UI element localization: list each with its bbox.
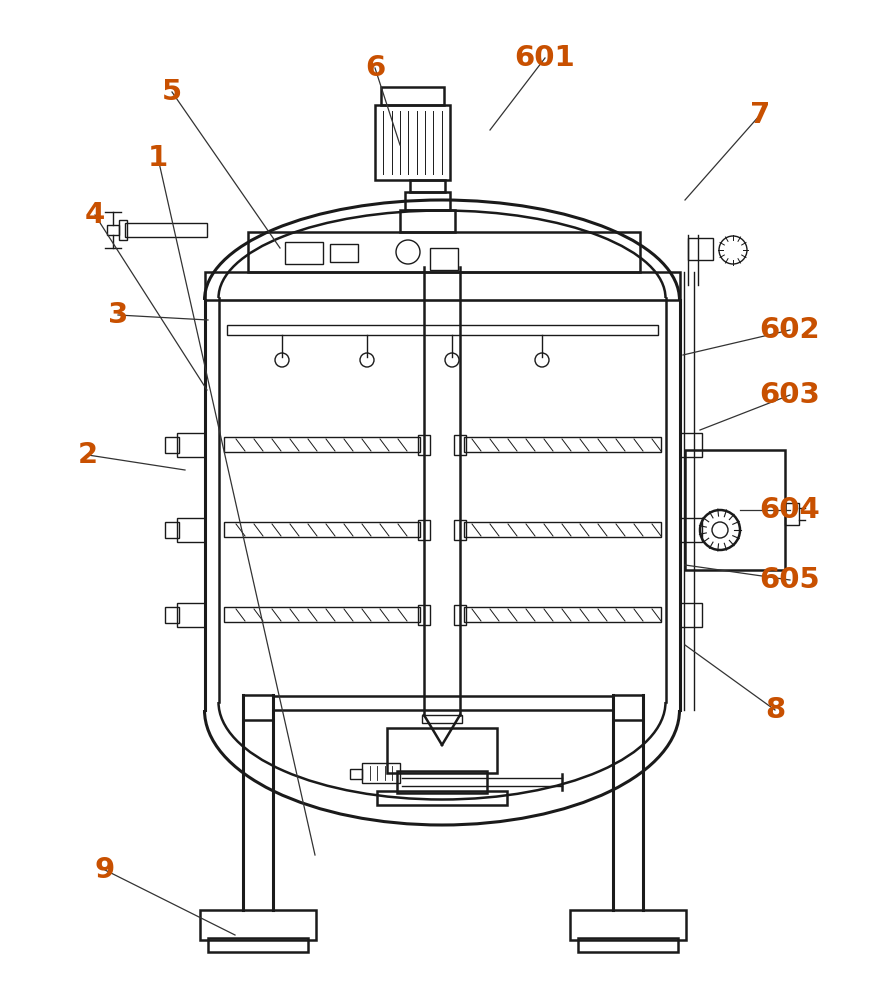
Bar: [224, 607, 420, 622]
Bar: [273, 696, 613, 710]
Bar: [119, 220, 127, 240]
Bar: [224, 437, 420, 452]
Bar: [422, 715, 462, 723]
Bar: [418, 520, 430, 540]
Text: 8: 8: [765, 696, 785, 724]
Bar: [200, 910, 316, 940]
Bar: [400, 210, 455, 232]
Text: 604: 604: [759, 496, 820, 524]
Bar: [362, 763, 400, 783]
Text: 602: 602: [759, 316, 820, 344]
Bar: [685, 450, 785, 570]
Bar: [418, 605, 430, 625]
Text: 4: 4: [85, 201, 105, 229]
Bar: [397, 771, 487, 793]
Bar: [405, 192, 450, 210]
Bar: [430, 248, 458, 270]
Bar: [248, 232, 640, 272]
Text: 1: 1: [148, 144, 168, 172]
Bar: [227, 325, 658, 335]
Bar: [177, 603, 205, 627]
Bar: [381, 87, 444, 105]
Bar: [613, 695, 643, 720]
Bar: [570, 910, 686, 940]
Bar: [224, 522, 420, 537]
Text: 601: 601: [514, 44, 575, 72]
Bar: [243, 695, 273, 720]
Bar: [418, 435, 430, 455]
Bar: [165, 522, 179, 538]
Text: 603: 603: [759, 381, 820, 409]
Bar: [454, 605, 466, 625]
Bar: [350, 769, 362, 779]
Bar: [165, 607, 179, 623]
Bar: [454, 435, 466, 455]
Bar: [464, 437, 661, 452]
Bar: [125, 223, 207, 237]
Bar: [330, 244, 358, 262]
Bar: [578, 938, 678, 952]
Bar: [464, 522, 661, 537]
Text: 2: 2: [78, 441, 98, 469]
Text: 9: 9: [95, 856, 115, 884]
Text: 6: 6: [365, 54, 385, 82]
Bar: [464, 607, 661, 622]
Bar: [205, 272, 680, 300]
Bar: [410, 180, 445, 192]
Bar: [680, 433, 702, 457]
Bar: [377, 791, 507, 805]
Bar: [680, 603, 702, 627]
Bar: [375, 105, 450, 180]
Bar: [285, 242, 323, 264]
Text: 5: 5: [162, 78, 182, 106]
Bar: [688, 238, 713, 260]
Bar: [387, 728, 497, 773]
Bar: [208, 938, 308, 952]
Text: 3: 3: [108, 301, 128, 329]
Bar: [177, 433, 205, 457]
Text: 7: 7: [750, 101, 770, 129]
Text: 605: 605: [759, 566, 820, 594]
Bar: [107, 225, 119, 235]
Bar: [785, 503, 799, 525]
Bar: [165, 437, 179, 453]
Bar: [177, 518, 205, 542]
Bar: [454, 520, 466, 540]
Bar: [680, 518, 702, 542]
